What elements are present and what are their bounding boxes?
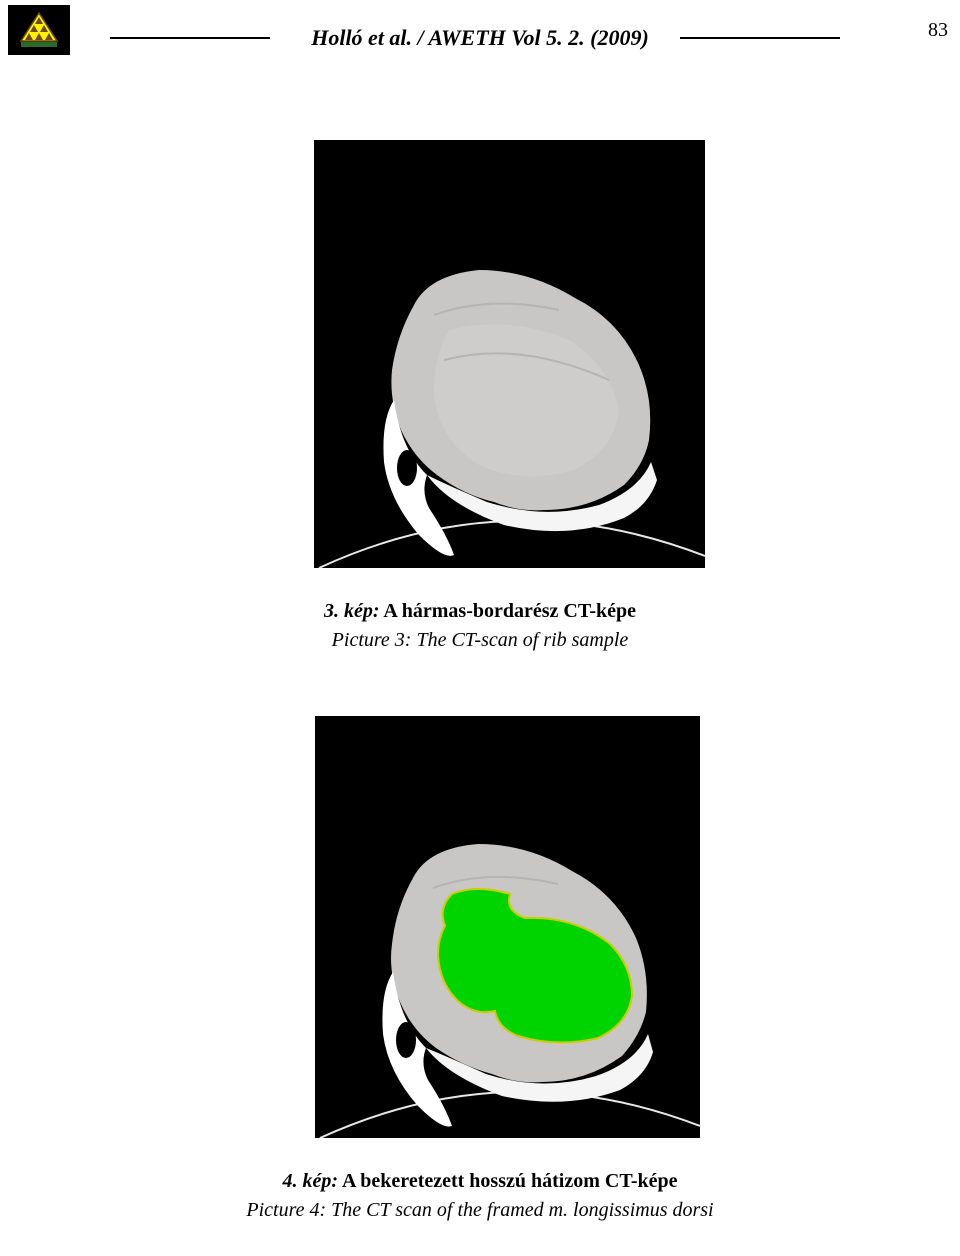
- figure-2-caption-title: 4. kép: A bekeretezett hosszú hátizom CT…: [0, 1170, 960, 1193]
- header-rule-right: [680, 37, 840, 39]
- figure-2-subcaption: Picture 4: The CT scan of the framed m. …: [0, 1199, 960, 1222]
- figure-1-subcaption: Picture 3: The CT-scan of rib sample: [0, 629, 960, 652]
- figure-1-caption-text: A hármas-bordarész CT-képe: [380, 600, 636, 622]
- figure-2-caption: 4. kép: A bekeretezett hosszú hátizom CT…: [0, 1170, 960, 1222]
- figure-1-svg: [279, 140, 705, 568]
- page-header: Holló et al. / AWETH Vol 5. 2. (2009) 83: [0, 5, 960, 55]
- figure-1-ct-scan: [279, 140, 705, 568]
- figure-2-ct-scan: [280, 716, 700, 1138]
- figure-1-caption-label: 3. kép:: [324, 600, 380, 622]
- figure-2-caption-text: A bekeretezett hosszú hátizom CT-képe: [338, 1170, 677, 1192]
- figure-2-svg: [280, 716, 700, 1138]
- figure-1-caption-title: 3. kép: A hármas-bordarész CT-képe: [0, 600, 960, 623]
- figure-2-caption-label: 4. kép:: [283, 1170, 339, 1192]
- page-number: 83: [928, 19, 948, 42]
- figure-1-caption: 3. kép: A hármas-bordarész CT-képe Pictu…: [0, 600, 960, 652]
